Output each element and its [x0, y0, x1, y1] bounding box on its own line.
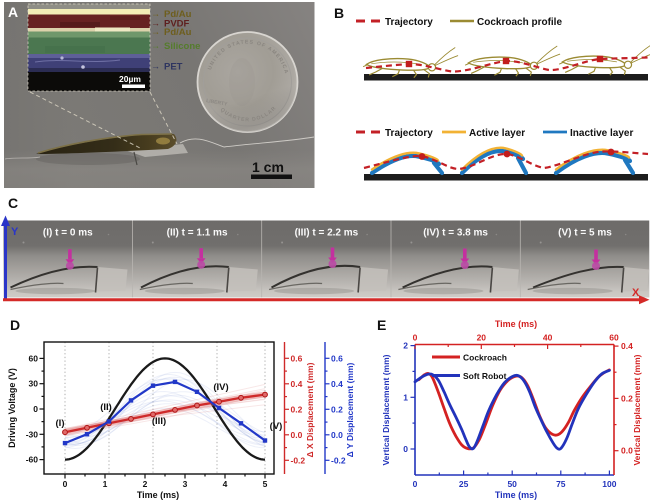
svg-text:Trajectory: Trajectory	[385, 128, 433, 139]
svg-text:C: C	[8, 196, 18, 211]
svg-text:0.6: 0.6	[331, 353, 343, 363]
svg-text:Time (ms): Time (ms)	[137, 490, 179, 500]
svg-text:-0.2: -0.2	[291, 455, 306, 465]
svg-text:0.2: 0.2	[291, 404, 303, 414]
svg-text:LIBERTY: LIBERTY	[206, 98, 229, 108]
svg-text:0.4: 0.4	[331, 379, 343, 389]
svg-text:(IV) t = 3.8 ms: (IV) t = 3.8 ms	[423, 228, 488, 239]
svg-text:Active layer: Active layer	[469, 128, 525, 139]
svg-text:0.2: 0.2	[621, 393, 633, 403]
svg-text:(III) t = 2.2 ms: (III) t = 2.2 ms	[295, 228, 359, 239]
svg-text:(I): (I)	[56, 418, 65, 429]
svg-text:→: →	[151, 27, 160, 37]
svg-text:50: 50	[507, 479, 517, 489]
svg-text:Pd/Au: Pd/Au	[164, 9, 192, 20]
svg-text:(II) t = 1.1 ms: (II) t = 1.1 ms	[167, 228, 228, 239]
svg-text:0: 0	[33, 404, 38, 414]
svg-text:→: →	[151, 41, 160, 51]
svg-text:Time (ms): Time (ms)	[495, 490, 537, 500]
svg-text:(IV): (IV)	[213, 382, 228, 393]
svg-text:1: 1	[403, 392, 408, 402]
svg-text:(V) t = 5 ms: (V) t = 5 ms	[558, 228, 612, 239]
svg-text:0.0: 0.0	[331, 430, 343, 440]
svg-text:0: 0	[413, 479, 418, 489]
svg-text:100: 100	[602, 479, 616, 489]
svg-text:Δ X Displacement (mm): Δ X Displacement (mm)	[305, 362, 315, 457]
svg-text:Time (ms): Time (ms)	[495, 319, 537, 329]
svg-text:75: 75	[556, 479, 566, 489]
svg-text:25: 25	[459, 479, 469, 489]
svg-text:1: 1	[103, 479, 108, 489]
svg-text:20µm: 20µm	[119, 74, 141, 84]
svg-text:(II): (II)	[100, 402, 112, 413]
svg-text:Soft Robot: Soft Robot	[463, 371, 507, 381]
svg-text:20: 20	[477, 333, 487, 343]
svg-text:-60: -60	[26, 455, 39, 465]
svg-text:4: 4	[223, 479, 228, 489]
svg-text:Cockroach profile: Cockroach profile	[477, 17, 562, 28]
svg-text:Vertical Displacement (mm): Vertical Displacement (mm)	[381, 354, 391, 465]
svg-text:0.4: 0.4	[291, 379, 303, 389]
svg-text:-30: -30	[26, 429, 39, 439]
svg-text:30: 30	[29, 379, 39, 389]
svg-text:40: 40	[543, 333, 553, 343]
svg-text:(I) t = 0 ms: (I) t = 0 ms	[43, 228, 93, 239]
svg-text:Pd/Au: Pd/Au	[164, 27, 192, 38]
svg-text:60: 60	[29, 353, 39, 363]
svg-text:0: 0	[63, 479, 68, 489]
svg-text:B: B	[334, 5, 344, 21]
svg-text:2: 2	[403, 341, 408, 351]
svg-text:5: 5	[263, 479, 268, 489]
svg-text:0.0: 0.0	[291, 430, 303, 440]
svg-text:0.6: 0.6	[291, 353, 303, 363]
svg-text:A: A	[8, 4, 18, 20]
svg-text:60: 60	[609, 333, 619, 343]
svg-text:X: X	[632, 287, 640, 299]
svg-text:PET: PET	[164, 62, 183, 73]
svg-text:Silicone: Silicone	[164, 41, 200, 52]
svg-text:Driving Voltage (V): Driving Voltage (V)	[7, 368, 17, 448]
svg-text:2: 2	[143, 479, 148, 489]
svg-text:0.2: 0.2	[331, 404, 343, 414]
svg-text:Trajectory: Trajectory	[385, 17, 433, 28]
svg-text:(V): (V)	[270, 421, 283, 432]
svg-text:(III): (III)	[152, 416, 166, 427]
svg-text:→: →	[151, 61, 160, 71]
svg-text:Cockroach: Cockroach	[463, 353, 507, 363]
svg-text:-0.2: -0.2	[331, 455, 346, 465]
svg-text:0.4: 0.4	[621, 341, 633, 351]
svg-text:Δ Y Displacement (mm): Δ Y Displacement (mm)	[345, 362, 355, 457]
svg-text:Y: Y	[11, 226, 19, 238]
svg-text:0.0: 0.0	[621, 446, 633, 456]
svg-text:→: →	[151, 18, 160, 28]
svg-text:0: 0	[403, 444, 408, 454]
svg-text:3: 3	[183, 479, 188, 489]
svg-text:D: D	[10, 317, 20, 333]
svg-text:1 cm: 1 cm	[252, 159, 284, 175]
svg-text:0: 0	[413, 333, 418, 343]
svg-text:PVDF: PVDF	[164, 19, 190, 30]
svg-text:Inactive layer: Inactive layer	[570, 128, 633, 139]
svg-text:E: E	[377, 317, 386, 333]
svg-text:→: →	[151, 9, 160, 19]
svg-text:Vertical Displacement (mm): Vertical Displacement (mm)	[632, 354, 642, 465]
